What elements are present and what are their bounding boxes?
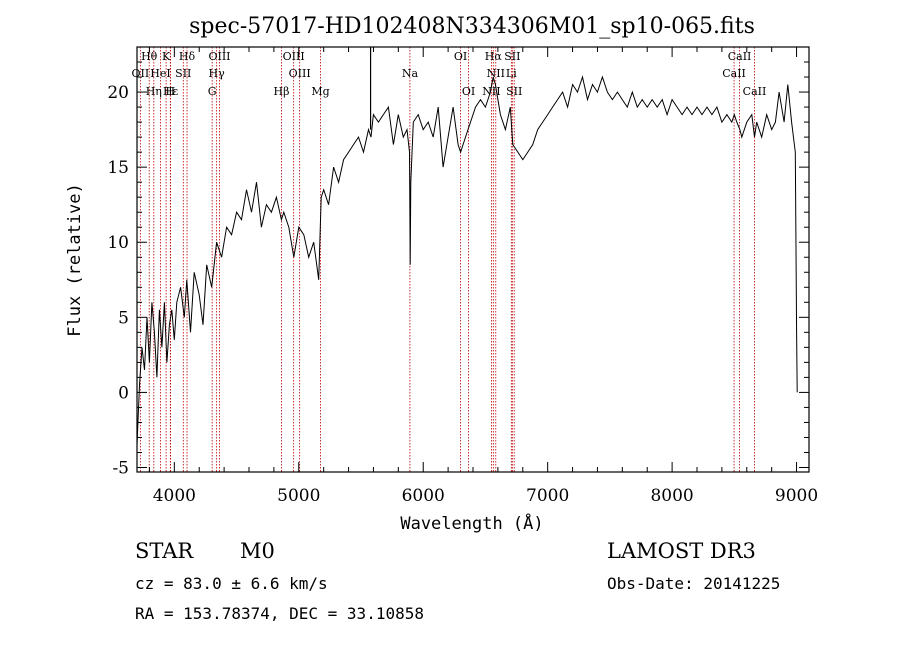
spectral-line-label: OI <box>454 50 467 63</box>
spectral-line-label: SII <box>504 50 520 63</box>
survey-name: LAMOST DR3 <box>607 539 756 563</box>
x-axis-ticks: 4000 5000 6000 7000 8000 9000 <box>148 47 818 506</box>
chart-title: spec-57017-HD102408N334306M01_sp10-065.f… <box>189 14 755 39</box>
spectral-line-label: CaII <box>728 50 752 63</box>
spectral-line-label: OIII <box>283 50 305 63</box>
spectral-line-label: H <box>166 85 176 98</box>
object-subclass: M0 <box>240 539 275 563</box>
spectral-line-label: Hβ <box>274 85 290 98</box>
plot-frame <box>136 46 810 473</box>
x-tick-label: 4000 <box>153 486 196 506</box>
x-tick-label: 6000 <box>402 486 445 506</box>
y-axis-label: Flux (relative) <box>65 183 85 337</box>
x-tick-label: 8000 <box>650 486 693 506</box>
spectral-line-label: Hγ <box>209 67 226 80</box>
spectral-line-label: HeI <box>150 67 170 80</box>
spectral-line-label: Na <box>402 67 419 80</box>
spectral-line-label: Hδ <box>179 50 196 63</box>
y-tick-label: 15 <box>107 158 129 178</box>
spectral-line-label: G <box>208 85 217 98</box>
spectral-line-label: CaII <box>743 85 767 98</box>
spectral-line-label: SII <box>506 85 522 98</box>
spectral-line-label: Li <box>506 67 517 80</box>
spectral-line-label: Mg <box>311 85 329 98</box>
x-tick-label: 5000 <box>277 486 320 506</box>
spectral-line-label: Hθ <box>141 50 158 63</box>
y-tick-label: 5 <box>118 308 129 328</box>
object-class: STAR <box>135 539 194 563</box>
spectral-line-label: SII <box>175 67 191 80</box>
y-tick-label: 20 <box>107 83 129 103</box>
spectral-line-label: Hε <box>163 85 179 98</box>
spectral-line-label: CaII <box>722 67 746 80</box>
y-axis-ticks: -5 0 5 10 15 20 <box>107 61 809 478</box>
spectral-line-label: OI <box>462 85 475 98</box>
spectral-line-label: K <box>162 50 171 63</box>
observation-date: Obs-Date: 20141225 <box>607 574 780 593</box>
x-axis-label: Wavelength (Å) <box>400 512 543 534</box>
spectral-line-markers <box>139 47 755 472</box>
spectral-line-label: NII <box>487 67 505 80</box>
x-tick-label: 7000 <box>526 486 569 506</box>
spectral-line-label: OII <box>132 67 150 80</box>
spectral-line-label: Hα <box>485 50 503 63</box>
y-tick-label: -5 <box>112 458 129 478</box>
sky-coordinates: RA = 153.78374, DEC = 33.10858 <box>135 604 424 623</box>
spectrum-line <box>136 75 798 446</box>
y-tick-label: 10 <box>107 233 129 253</box>
spectral-line-label: OIII <box>208 50 230 63</box>
spectral-line-label: OIII <box>289 67 311 80</box>
redshift-value: cz = 83.0 ± 6.6 km/s <box>135 574 328 593</box>
y-tick-label: 0 <box>118 383 129 403</box>
spectral-line-label: Hη <box>146 85 162 98</box>
x-tick-label: 9000 <box>775 486 818 506</box>
